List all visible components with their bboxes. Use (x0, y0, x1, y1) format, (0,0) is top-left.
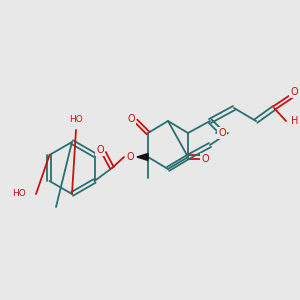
Text: HO: HO (12, 190, 26, 199)
Text: HO: HO (69, 116, 83, 124)
Text: H: H (291, 116, 299, 126)
Text: O: O (201, 154, 209, 164)
Text: O: O (127, 114, 135, 124)
Polygon shape (137, 154, 148, 160)
Text: O: O (126, 152, 134, 162)
Text: O: O (218, 128, 226, 138)
Text: O: O (290, 87, 298, 97)
Text: O: O (96, 145, 104, 155)
